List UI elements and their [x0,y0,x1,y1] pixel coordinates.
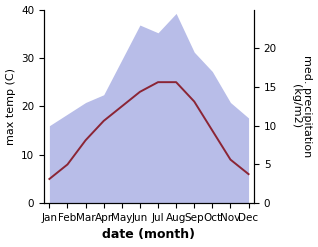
Y-axis label: med. precipitation
(kg/m2): med. precipitation (kg/m2) [291,55,313,158]
X-axis label: date (month): date (month) [102,228,196,242]
Y-axis label: max temp (C): max temp (C) [5,68,16,145]
